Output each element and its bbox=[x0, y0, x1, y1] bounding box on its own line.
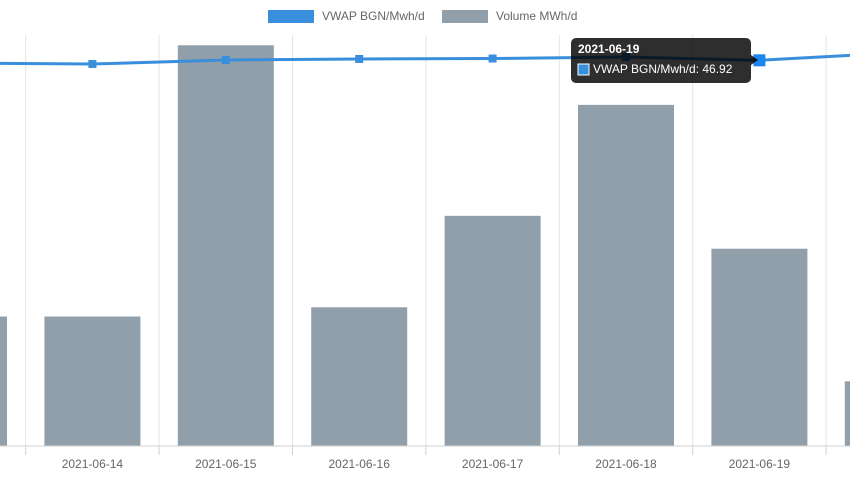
tooltip-series: VWAP BGN/Mwh/d bbox=[593, 62, 696, 76]
line-point[interactable] bbox=[88, 60, 97, 69]
bar bbox=[311, 307, 408, 446]
bar bbox=[844, 381, 850, 446]
legend: VWAP BGN/Mwh/d Volume MWh/d bbox=[268, 9, 577, 23]
tooltip: 2021-06-19 VWAP BGN/Mwh/d: 46.92 bbox=[571, 38, 758, 83]
tooltip-body: VWAP BGN/Mwh/d: 46.92 bbox=[593, 62, 733, 76]
tooltip-caret bbox=[751, 55, 758, 65]
x-axis: 2021-06-14 2021-06-15 2021-06-16 2021-06-17… bbox=[0, 445, 850, 471]
x-tick-label: 2021-06-17 bbox=[462, 457, 524, 471]
tooltip-title: 2021-06-19 bbox=[578, 42, 640, 56]
x-tick-label: 2021-06-16 bbox=[329, 457, 391, 471]
tooltip-value: 46.92 bbox=[702, 62, 732, 76]
tooltip-swatch bbox=[577, 63, 590, 76]
line-point[interactable] bbox=[355, 55, 364, 64]
x-tick-label: 2021-06-18 bbox=[595, 457, 657, 471]
x-tick-label: 2021-06-14 bbox=[62, 457, 124, 471]
tooltip-box bbox=[571, 38, 751, 83]
line-point[interactable] bbox=[488, 54, 497, 63]
bar bbox=[578, 104, 674, 447]
bar bbox=[711, 248, 808, 446]
line-point[interactable] bbox=[221, 55, 230, 64]
legend-label: Volume MWh/d bbox=[496, 9, 577, 23]
bars bbox=[0, 45, 850, 447]
bar bbox=[0, 316, 7, 446]
x-tick-label: 2021-06-15 bbox=[195, 457, 257, 471]
legend-swatch bbox=[268, 10, 314, 23]
bar bbox=[44, 316, 141, 446]
grid bbox=[25, 35, 827, 446]
legend-swatch bbox=[442, 10, 488, 23]
bar bbox=[177, 45, 274, 447]
x-tick-label: 2021-06-19 bbox=[729, 457, 791, 471]
line-point[interactable] bbox=[753, 54, 766, 67]
legend-label: VWAP BGN/Mwh/d bbox=[322, 9, 425, 23]
bar bbox=[444, 215, 541, 446]
